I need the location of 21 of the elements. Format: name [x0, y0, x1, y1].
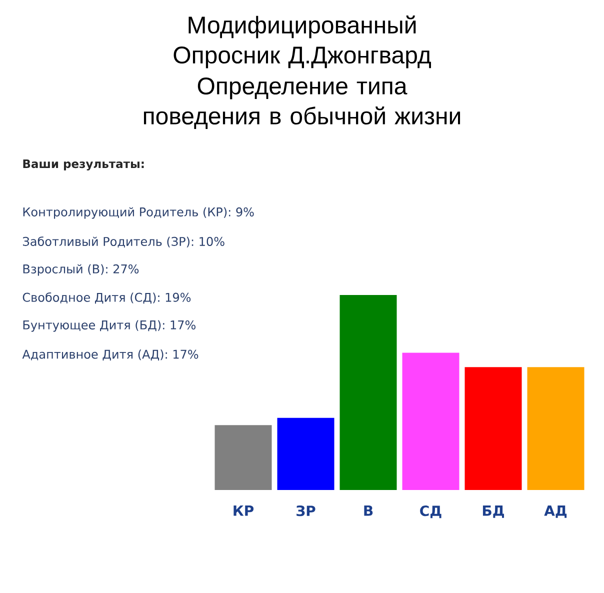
text: Контролирующий Родитель (КР): 9%: [23, 207, 254, 219]
x-tick-label: КР: [234, 506, 254, 516]
text: Свободное Дитя (СД): 19%: [22, 292, 191, 304]
x-tick-label: СД: [420, 506, 442, 518]
bar: [277, 418, 334, 490]
text: Взрослый (В): 27%: [23, 264, 139, 276]
text: Бунтующее Дитя (БД): 17%: [23, 320, 196, 332]
bar: [464, 367, 522, 490]
bar: [340, 294, 397, 490]
bar: [214, 425, 272, 490]
chart-title: Модифицированный Опросник Д.Джонгвард: [174, 16, 431, 68]
x-tick-label: БД: [482, 506, 504, 518]
text: Ваши результаты:: [23, 160, 144, 170]
text: Адаптивное Дитя (АД): 17%: [22, 350, 198, 360]
bar: [527, 367, 584, 490]
x-tick-label: В: [364, 506, 373, 516]
x-tick-label: АД: [544, 506, 567, 518]
text: Заботливый Родитель (ЗР): 10%: [22, 236, 224, 248]
bar: [402, 352, 460, 490]
x-tick-label: ЗР: [296, 506, 316, 516]
chart-subtitle: Определение типа поведения в обычной жизни: [144, 78, 460, 130]
